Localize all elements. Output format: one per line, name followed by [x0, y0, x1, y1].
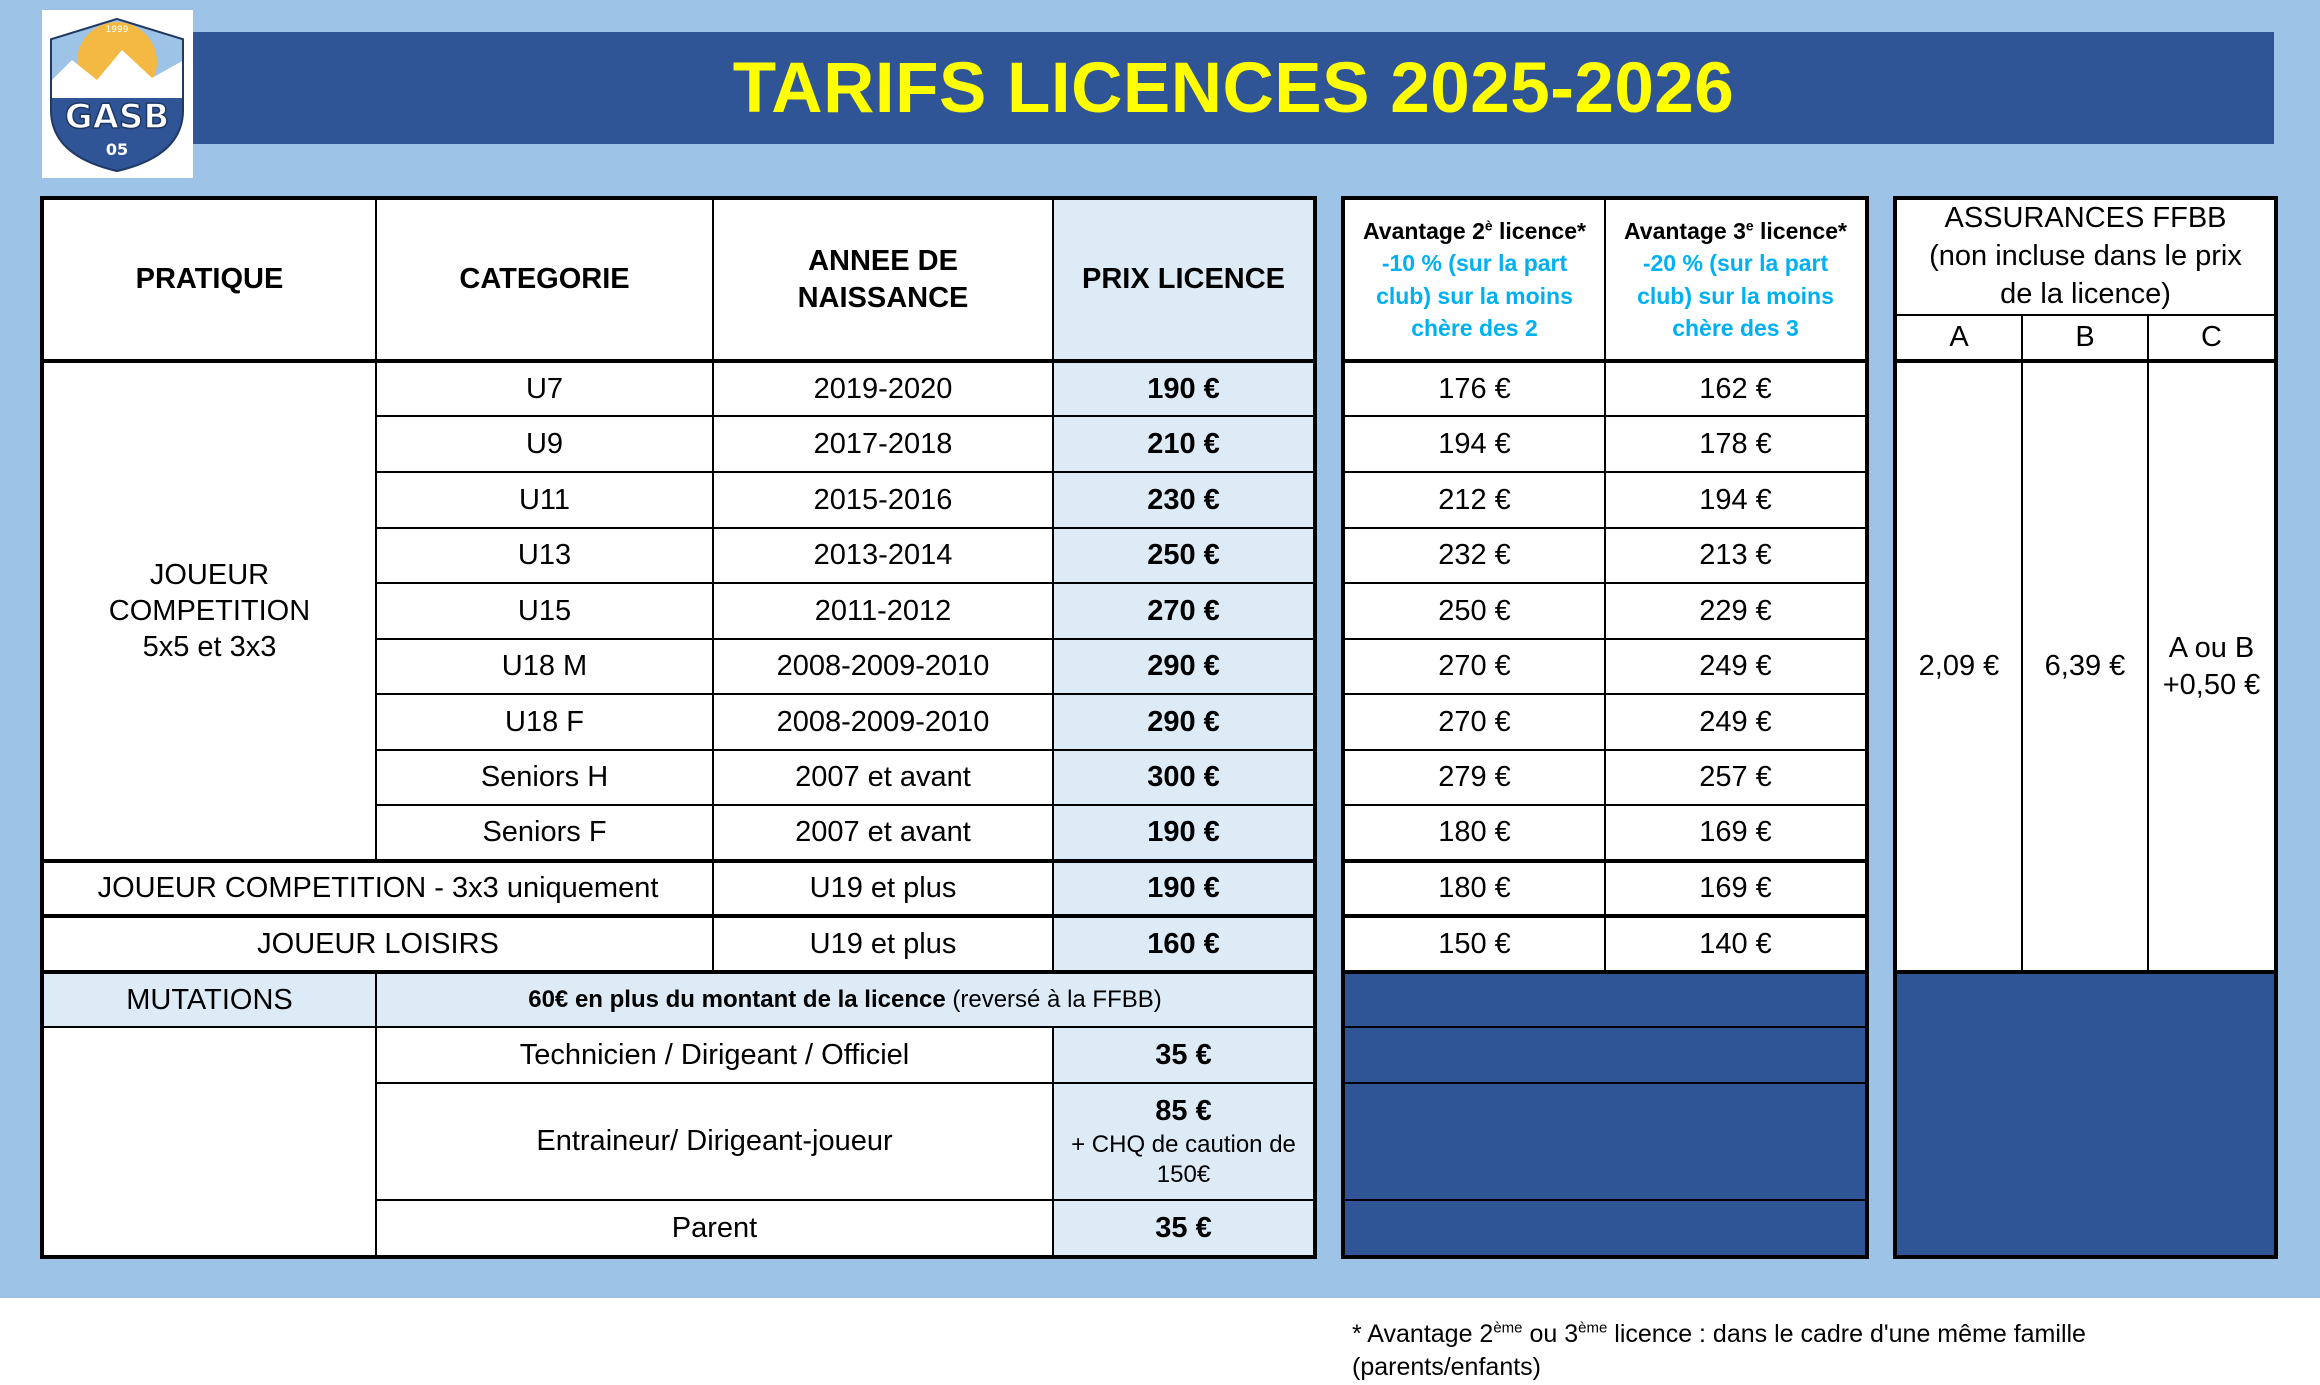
- insurance-cols-row: A B C: [1895, 314, 2277, 362]
- table-row: 150 €140 €: [1343, 914, 1867, 973]
- table-row: U11 2015-2016 230 €: [43, 471, 1315, 529]
- price-cell: 35 €: [1052, 1199, 1315, 1257]
- header-categorie: CATEGORIE: [375, 198, 714, 362]
- price-cell-coach: 85 € + CHQ de caution de 150€: [1052, 1082, 1315, 1201]
- price-cell: 190 €: [1052, 359, 1315, 417]
- table-row-3x3: JOUEUR COMPETITION - 3x3 uniquement U19 …: [42, 859, 1315, 917]
- table-row: U13 2013-2014 250 €: [43, 527, 1315, 584]
- col-a: A: [1895, 314, 2023, 362]
- logo-text: GASB: [65, 97, 170, 137]
- header-annee: ANNEE DE NAISSANCE: [712, 198, 1054, 362]
- table-row-staff: Entraineur/ Dirigeant-joueur 85 € + CHQ …: [43, 1082, 1315, 1201]
- price-cell: 290 €: [1052, 638, 1315, 695]
- price-cell: 230 €: [1052, 471, 1315, 529]
- table-row: 176 €162 €: [1343, 359, 1867, 417]
- table-row: 270 €249 €: [1343, 693, 1867, 751]
- table-row: 270 €249 €: [1343, 638, 1867, 695]
- club-logo: 1999 GASB 05: [42, 10, 193, 178]
- main-price-table: PRATIQUE CATEGORIE ANNEE DE NAISSANCE PR…: [40, 196, 1317, 1259]
- table-row: 212 €194 €: [1343, 471, 1867, 529]
- advantage-header-row: Avantage 2è licence* -10 % (sur la part …: [1343, 198, 1867, 362]
- price-cell: 190 €: [1052, 859, 1315, 917]
- insurance-b-value: 6,39 €: [2021, 359, 2149, 973]
- col-b: B: [2021, 314, 2149, 362]
- insurance-title-row: ASSURANCES FFBB (non incluse dans le pri…: [1894, 198, 2277, 316]
- table-row: 232 €213 €: [1343, 527, 1867, 584]
- insurance-values-row: 2,09 € 6,39 € A ou B +0,50 €: [1895, 359, 2277, 973]
- insurance-title: ASSURANCES FFBB (non incluse dans le pri…: [1894, 198, 2277, 316]
- table-row: 194 €178 €: [1343, 415, 1867, 473]
- insurance-c-value: A ou B +0,50 €: [2146, 359, 2277, 973]
- staff-empty-cell: [42, 1026, 377, 1257]
- table-row-mutations: MUTATIONS 60€ en plus du montant de la l…: [42, 970, 1315, 1028]
- mutations-text: 60€ en plus du montant de la licence (re…: [375, 970, 1315, 1028]
- price-cell: 250 €: [1052, 527, 1315, 584]
- blank-row: [1343, 1199, 1867, 1257]
- table-row: JOUEUR COMPETITION 5x5 et 3x3 U7 2019-20…: [42, 359, 1315, 862]
- header-row: PRATIQUE CATEGORIE ANNEE DE NAISSANCE PR…: [42, 198, 1315, 362]
- table-row: U18 M 2008-2009-2010 290 €: [43, 638, 1315, 695]
- header-advantage-2: Avantage 2è licence* -10 % (sur la part …: [1343, 198, 1606, 362]
- svg-text:05: 05: [106, 140, 128, 159]
- mutations-label: MUTATIONS: [42, 970, 377, 1028]
- table-row: U15 2011-2012 270 €: [43, 582, 1315, 640]
- price-cell: 160 €: [1052, 914, 1315, 973]
- price-cell: 35 €: [1052, 1026, 1315, 1084]
- col-c: C: [2146, 314, 2277, 362]
- table-row: Seniors H 2007 et avant 300 €: [43, 749, 1315, 806]
- price-cell: 210 €: [1052, 415, 1315, 473]
- blank-row: [1894, 970, 2277, 1257]
- blank-row: [1343, 970, 1867, 1028]
- blank-row: [1343, 1026, 1867, 1084]
- insurance-table: ASSURANCES FFBB (non incluse dans le pri…: [1892, 196, 2279, 1259]
- table-row-staff: Parent 35 €: [43, 1199, 1315, 1257]
- price-cell: 190 €: [1052, 804, 1315, 862]
- header-prix: PRIX LICENCE: [1052, 198, 1315, 362]
- header-advantage-3: Avantage 3e licence* -20 % (sur la part …: [1604, 198, 1867, 362]
- table-row: 180 €169 €: [1343, 804, 1867, 862]
- footnote: * Avantage 2ème ou 3ème licence : dans l…: [1352, 1319, 2086, 1382]
- price-cell: 290 €: [1052, 693, 1315, 751]
- price-cell: 270 €: [1052, 582, 1315, 640]
- table-row-staff: Technicien / Dirigeant / Officiel 35 €: [42, 1026, 1315, 1257]
- table-row: U18 F 2008-2009-2010 290 €: [43, 693, 1315, 751]
- table-row-loisirs: JOUEUR LOISIRS U19 et plus 160 €: [42, 914, 1315, 973]
- table-row: 279 €257 €: [1343, 749, 1867, 806]
- table-row: 250 €229 €: [1343, 582, 1867, 640]
- advantage-table: Avantage 2è licence* -10 % (sur la part …: [1341, 196, 1869, 1259]
- competition-label: JOUEUR COMPETITION 5x5 et 3x3: [42, 359, 377, 862]
- svg-text:1999: 1999: [106, 25, 129, 35]
- page-title: TARIFS LICENCES 2025-2026: [732, 48, 1735, 128]
- table-row: Seniors F 2007 et avant 190 €: [43, 804, 1315, 862]
- header-pratique: PRATIQUE: [42, 198, 377, 362]
- title-banner: TARIFS LICENCES 2025-2026: [193, 32, 2274, 144]
- blank-row: [1343, 1082, 1867, 1201]
- insurance-a-value: 2,09 €: [1895, 359, 2023, 973]
- price-cell: 300 €: [1052, 749, 1315, 806]
- table-row: U9 2017-2018 210 €: [43, 415, 1315, 473]
- table-row: 180 €169 €: [1343, 859, 1867, 917]
